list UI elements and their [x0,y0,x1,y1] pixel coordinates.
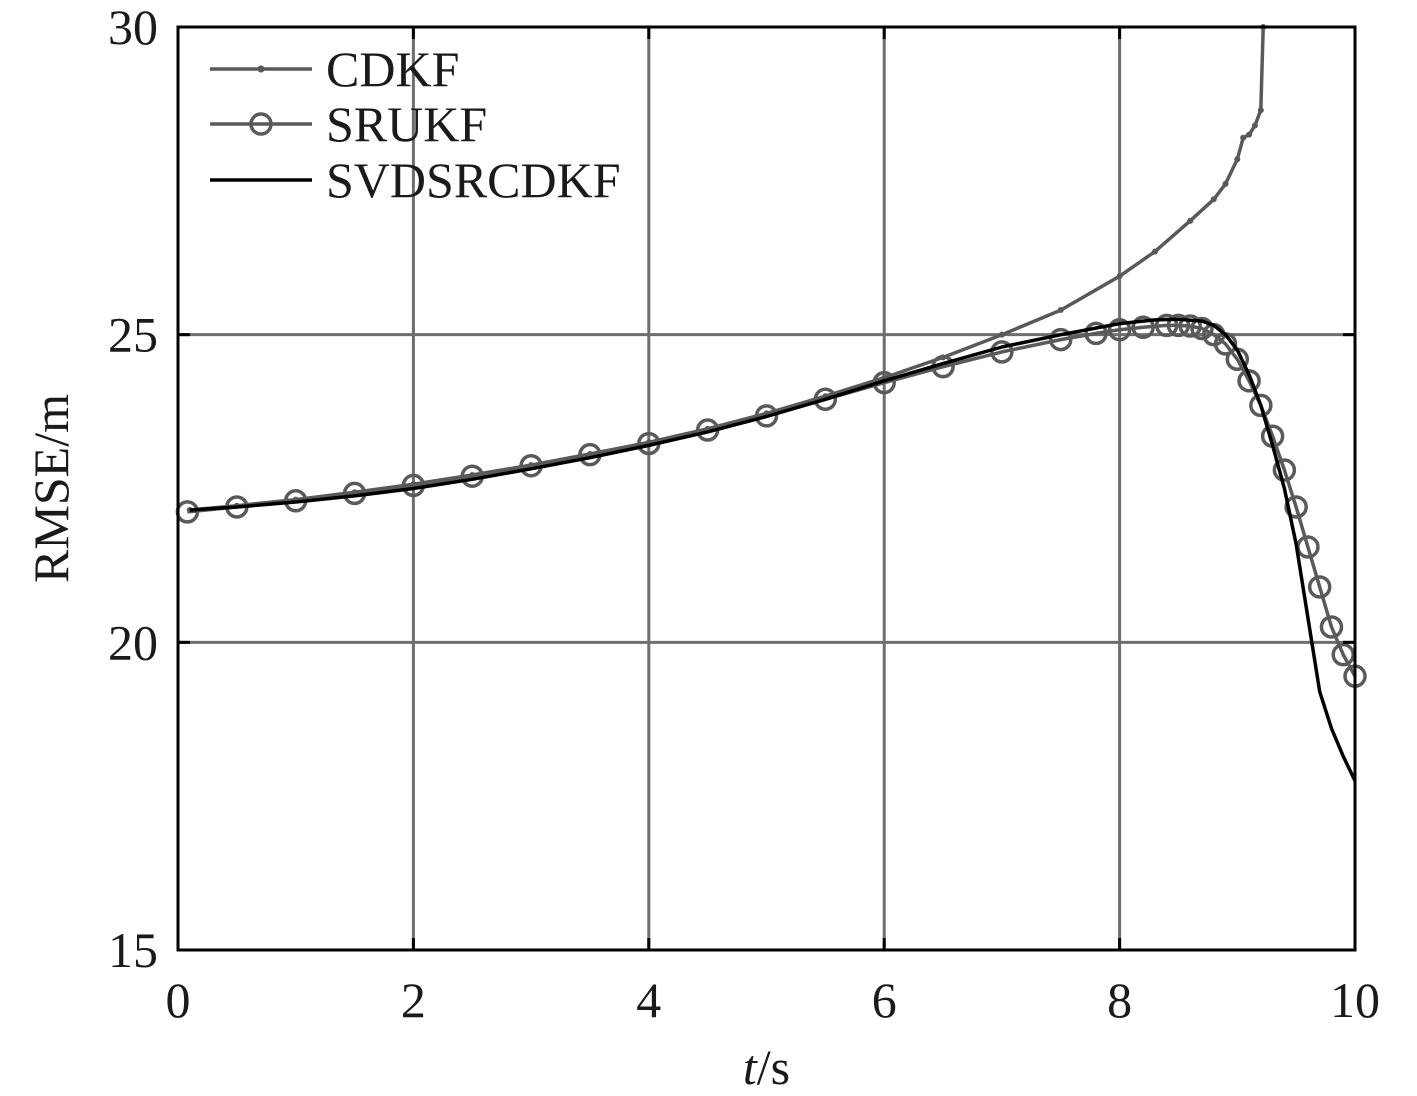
x-axis-title-unit: /s [757,1039,790,1091]
srukf-marker [1249,393,1273,418]
srukf-marker [1272,458,1297,482]
srukf-marker [754,404,779,428]
legend-label-srukf: SRUKF [326,96,487,152]
y-axis-title: RMSE/m [23,394,79,583]
cdkf-marker [1240,134,1247,141]
srukf-marker [1154,313,1179,338]
srukf-marker [1049,327,1073,352]
svdsrcdkf-line [189,317,1357,782]
cdkf-marker [998,331,1005,338]
x-axis-title: t/s [743,1039,790,1091]
cdkf-marker [1246,131,1253,138]
srukf-marker [1307,575,1332,599]
srukf-marker [1107,317,1132,342]
srukf-marker [1319,615,1344,639]
y-tick-label: 25 [108,307,158,363]
x-tick-label: 8 [1107,972,1132,1028]
cdkf-marker [1187,217,1194,224]
x-tick-label: 4 [636,972,661,1028]
srukf-marker [1284,495,1308,519]
x-tick-label: 10 [1330,972,1380,1028]
series-lines [175,24,1367,782]
cdkf-marker [1222,180,1229,187]
cdkf-marker [1057,307,1064,314]
legend-item-cdkf: CDKF [210,41,459,97]
srukf-marker [990,340,1014,364]
legend-label-cdkf: CDKF [326,41,459,97]
x-tick-label: 2 [401,972,426,1028]
axis-ticks: 0 2 4 6 8 10 15 20 25 30 [108,0,1380,1028]
srukf-marker [1331,642,1355,667]
legend-item-svdsrcdkf: SVDSRCDKF [210,152,621,208]
cdkf-marker [1151,248,1158,255]
y-tick-label: 30 [108,0,158,55]
legend-marker-srukf [249,112,273,136]
x-axis-title-variable: t [743,1039,758,1091]
x-tick-label: 0 [166,972,191,1028]
srukf-marker [1166,313,1191,338]
srukf-marker [1190,316,1214,341]
series-svdsrcdkf [189,317,1357,782]
cdkf-marker [1210,196,1217,203]
y-tick-label: 20 [108,614,158,670]
series-srukf [175,313,1367,688]
srukf-marker [1084,321,1108,346]
plot-frame [176,25,1357,952]
cdkf-marker [1251,122,1258,129]
cdkf-marker [1234,156,1241,163]
srukf-marker [1131,315,1155,340]
srukf-marker [813,387,838,412]
y-tick-label: 15 [108,922,158,978]
cdkf-marker [1116,273,1123,280]
legend-marker-cdkf [257,65,265,73]
legend-label-svdsrcdkf: SVDSRCDKF [326,152,621,208]
srukf-marker [1178,314,1202,338]
grid-lines [178,27,1355,950]
cdkf-marker [1257,107,1264,114]
legend-item-srukf: SRUKF [210,96,487,152]
x-tick-label: 6 [872,972,897,1028]
